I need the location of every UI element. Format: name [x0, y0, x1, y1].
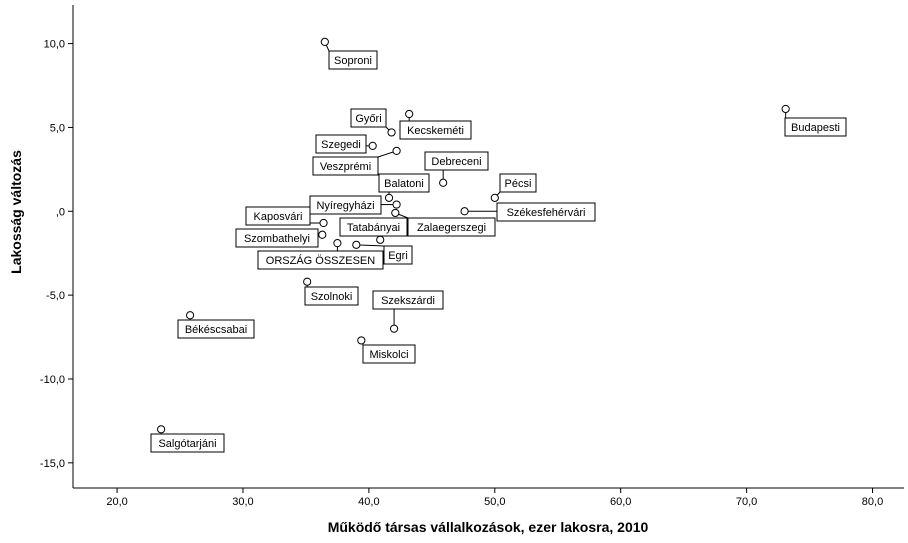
point-label-box — [383, 245, 413, 265]
data-point-marker — [352, 240, 361, 249]
point-label: Szekszárdi — [381, 295, 435, 307]
point-label-box — [312, 156, 379, 176]
x-tick-label: 60,0 — [610, 496, 631, 508]
point-label-box — [150, 433, 225, 453]
point-label-box — [362, 344, 416, 364]
x-tick-label: 40,0 — [358, 496, 379, 508]
point-label: Szolnoki — [311, 291, 353, 303]
y-axis-title: Lakosság változás — [8, 150, 24, 274]
point-label-box — [309, 195, 382, 215]
point-label-box — [399, 120, 472, 140]
point-label: Kecskeméti — [407, 125, 464, 137]
data-point-marker — [333, 239, 342, 248]
point-label: Veszprémi — [320, 161, 371, 173]
y-tick-label: 5,0 — [50, 122, 65, 134]
point-label: Szombathelyi — [244, 233, 310, 245]
data-point-marker — [460, 207, 469, 216]
data-point-marker — [405, 109, 414, 119]
x-tick-label: 70,0 — [736, 496, 757, 508]
data-point-marker — [320, 37, 329, 46]
point-label-box — [372, 290, 444, 310]
y-tick-label: -15,0 — [40, 458, 65, 470]
plot-area — [73, 5, 904, 488]
point-label: ORSZÁG ÖSSZESEN — [266, 254, 375, 267]
y-tick-label: 10,0 — [44, 39, 65, 51]
point-label: Zalaegerszegi — [417, 222, 486, 234]
data-point-marker — [384, 193, 394, 202]
data-point-marker — [387, 128, 396, 137]
point-label: Soproni — [334, 55, 372, 67]
point-label: Debreceni — [431, 156, 481, 168]
data-point-marker — [357, 336, 366, 345]
point-labels: Soproni Budapesti Kecskeméti Győri Szegedi Ve… — [150, 50, 847, 453]
point-label-box — [424, 151, 489, 171]
y-tick-label: -5,0 — [46, 290, 65, 302]
point-label-box — [339, 217, 408, 237]
point-label: Salgótarjáni — [158, 438, 216, 450]
x-tick-label: 20,0 — [106, 496, 127, 508]
data-point-marker — [157, 425, 166, 434]
point-label: Budapesti — [791, 122, 840, 134]
point-label: Egri — [388, 250, 408, 262]
point-label: Balatoni — [384, 178, 424, 190]
data-point-marker — [185, 311, 195, 320]
x-tick-label: 50,0 — [484, 496, 505, 508]
data-point-marker — [318, 230, 327, 239]
point-label-box — [328, 50, 378, 70]
point-label: Székesfehérvári — [507, 207, 586, 219]
point-label-box — [496, 202, 596, 222]
data-point-marker — [368, 141, 377, 150]
point-label: Nyíregyházi — [316, 200, 374, 212]
point-label-box — [315, 134, 367, 154]
data-point-marker — [389, 324, 399, 333]
point-label: Szegedi — [321, 139, 361, 151]
x-tick-label: 80,0 — [862, 496, 883, 508]
x-tick-label: 30,0 — [232, 496, 253, 508]
point-label: Tatabányai — [347, 222, 400, 234]
point-label: Miskolci — [369, 349, 408, 361]
y-tick-label: -10,0 — [40, 374, 65, 386]
data-point-marker — [490, 193, 499, 202]
point-label-box — [407, 217, 496, 237]
point-label-box — [784, 117, 847, 137]
point-label-box — [257, 250, 384, 270]
data-point-marker — [439, 178, 448, 187]
data-point-marker — [391, 208, 400, 218]
data-points — [157, 37, 790, 434]
point-label-box — [304, 286, 359, 306]
x-axis-title: Működő társas vállalkozások, ezer lakosr… — [328, 519, 649, 535]
point-label: Győri — [355, 113, 381, 125]
data-point-marker — [319, 218, 328, 228]
point-label: Békéscsabai — [185, 324, 247, 336]
y-tick-label: ,0 — [56, 206, 65, 218]
point-label-box — [245, 206, 311, 226]
point-label-box — [499, 173, 537, 193]
point-label-box — [235, 228, 319, 248]
point-label-box — [177, 319, 255, 339]
data-point-marker — [392, 146, 401, 156]
data-point-marker — [392, 200, 401, 209]
label-leader-line — [356, 244, 385, 247]
x-axis-ticks: 20,0 30,0 40,0 50,0 60,0 70,0 80,0 — [106, 488, 883, 508]
point-label-box — [378, 173, 430, 193]
data-point-marker — [376, 235, 385, 244]
point-label-box — [350, 108, 387, 128]
y-axis-ticks: 10,0 5,0 ,0 -5,0 -10,0 -15,0 — [40, 39, 73, 470]
point-label: Pécsi — [505, 178, 532, 190]
data-point-marker — [781, 104, 790, 114]
data-point-marker — [303, 277, 312, 286]
point-label: Kaposvári — [254, 211, 303, 223]
